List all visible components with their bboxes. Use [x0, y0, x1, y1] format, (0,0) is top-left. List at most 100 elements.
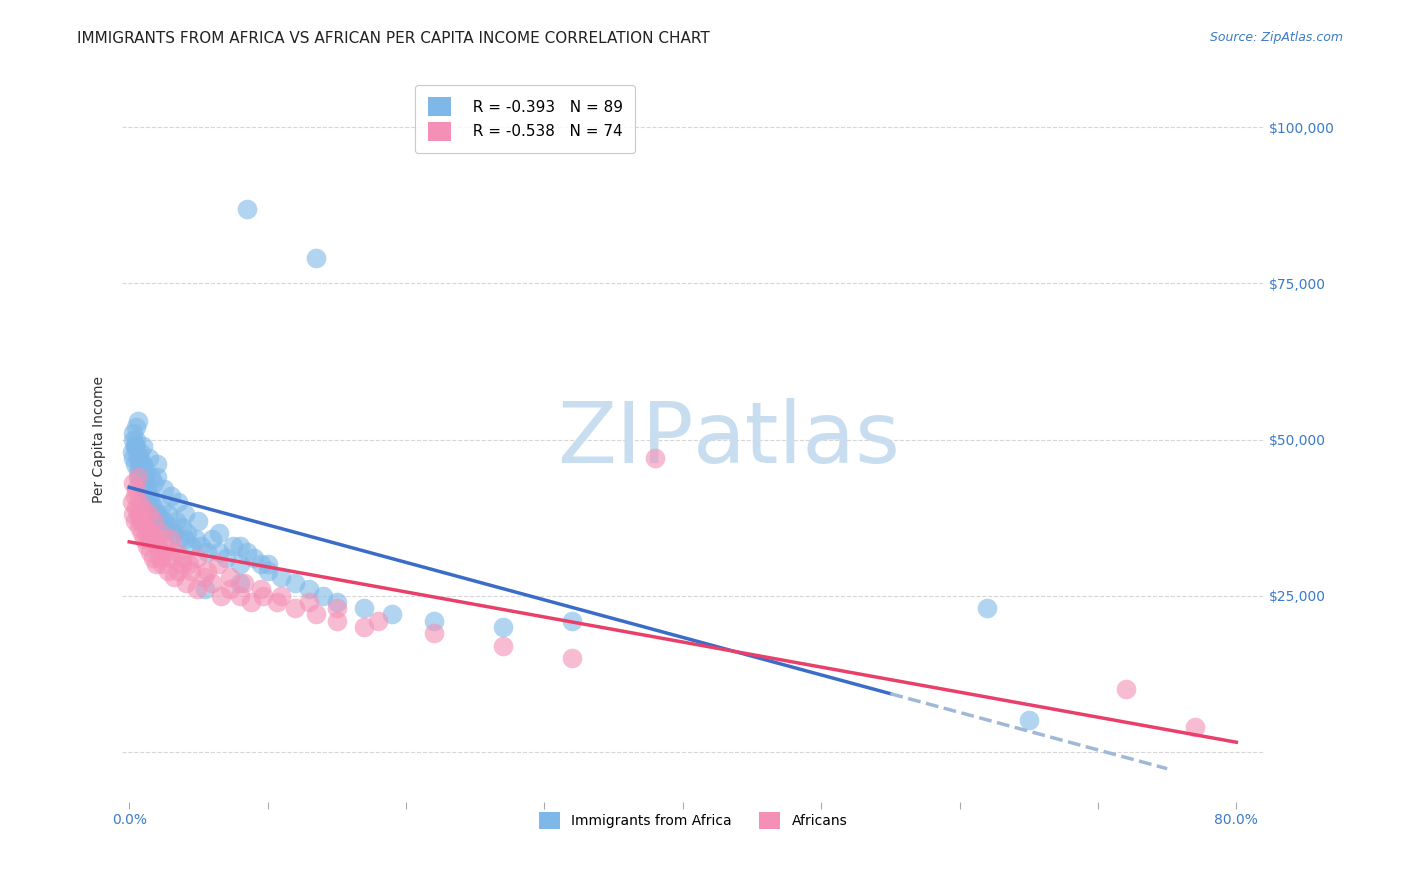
- Point: [138, 495, 160, 509]
- Point: [252, 589, 274, 603]
- Point: [165, 514, 187, 528]
- Point: [139, 501, 162, 516]
- Point: [266, 595, 288, 609]
- Point: [229, 558, 252, 572]
- Point: [132, 476, 155, 491]
- Point: [143, 501, 166, 516]
- Point: [146, 470, 169, 484]
- Point: [162, 526, 184, 541]
- Point: [162, 570, 184, 584]
- Point: [256, 564, 278, 578]
- Point: [148, 508, 170, 522]
- Point: [128, 495, 150, 509]
- Text: IMMIGRANTS FROM AFRICA VS AFRICAN PER CAPITA INCOME CORRELATION CHART: IMMIGRANTS FROM AFRICA VS AFRICAN PER CA…: [77, 31, 710, 46]
- Point: [125, 442, 148, 456]
- Point: [131, 514, 153, 528]
- Point: [131, 470, 153, 484]
- Point: [201, 533, 224, 547]
- Text: ZIP: ZIP: [557, 398, 693, 481]
- Point: [173, 533, 195, 547]
- Point: [127, 508, 149, 522]
- Point: [326, 595, 349, 609]
- Point: [135, 464, 157, 478]
- Point: [153, 520, 176, 534]
- Point: [270, 589, 292, 603]
- Point: [209, 589, 232, 603]
- Point: [644, 451, 666, 466]
- Point: [170, 551, 193, 566]
- Point: [195, 545, 218, 559]
- Point: [270, 570, 292, 584]
- Point: [127, 414, 149, 428]
- Point: [219, 570, 242, 584]
- Point: [129, 514, 152, 528]
- Point: [180, 539, 202, 553]
- Point: [236, 545, 259, 559]
- Point: [256, 558, 278, 572]
- Point: [121, 495, 143, 509]
- Point: [150, 526, 173, 541]
- Point: [122, 433, 145, 447]
- Point: [146, 458, 169, 472]
- Point: [128, 451, 150, 466]
- Point: [124, 439, 146, 453]
- Point: [141, 470, 163, 484]
- Point: [170, 558, 193, 572]
- Legend: Immigrants from Africa, Africans: Immigrants from Africa, Africans: [534, 806, 853, 834]
- Point: [159, 551, 181, 566]
- Point: [146, 539, 169, 553]
- Point: [149, 514, 172, 528]
- Point: [149, 551, 172, 566]
- Point: [127, 464, 149, 478]
- Point: [136, 495, 159, 509]
- Point: [229, 539, 252, 553]
- Point: [201, 576, 224, 591]
- Point: [143, 476, 166, 491]
- Point: [122, 451, 145, 466]
- Point: [312, 589, 335, 603]
- Point: [135, 526, 157, 541]
- Point: [492, 620, 515, 634]
- Point: [141, 495, 163, 509]
- Point: [190, 539, 212, 553]
- Point: [422, 614, 444, 628]
- Point: [174, 576, 197, 591]
- Point: [249, 582, 271, 597]
- Point: [128, 458, 150, 472]
- Point: [422, 626, 444, 640]
- Point: [208, 545, 231, 559]
- Point: [153, 514, 176, 528]
- Point: [176, 526, 198, 541]
- Point: [353, 601, 375, 615]
- Point: [121, 445, 143, 459]
- Point: [186, 582, 208, 597]
- Point: [132, 501, 155, 516]
- Point: [127, 470, 149, 484]
- Point: [143, 514, 166, 528]
- Point: [976, 601, 998, 615]
- Point: [129, 476, 152, 491]
- Point: [159, 489, 181, 503]
- Point: [135, 476, 157, 491]
- Point: [305, 607, 328, 622]
- Point: [1115, 682, 1137, 697]
- Text: Source: ZipAtlas.com: Source: ZipAtlas.com: [1209, 31, 1343, 45]
- Point: [138, 533, 160, 547]
- Point: [284, 601, 307, 615]
- Point: [159, 533, 181, 547]
- Point: [141, 526, 163, 541]
- Point: [125, 420, 148, 434]
- Point: [131, 458, 153, 472]
- Point: [233, 576, 256, 591]
- Point: [208, 526, 231, 541]
- Point: [222, 539, 245, 553]
- Point: [129, 508, 152, 522]
- Point: [129, 445, 152, 459]
- Point: [298, 582, 321, 597]
- Point: [166, 564, 188, 578]
- Point: [195, 564, 218, 578]
- Point: [215, 551, 238, 566]
- Point: [134, 483, 156, 497]
- Point: [136, 483, 159, 497]
- Point: [326, 601, 349, 615]
